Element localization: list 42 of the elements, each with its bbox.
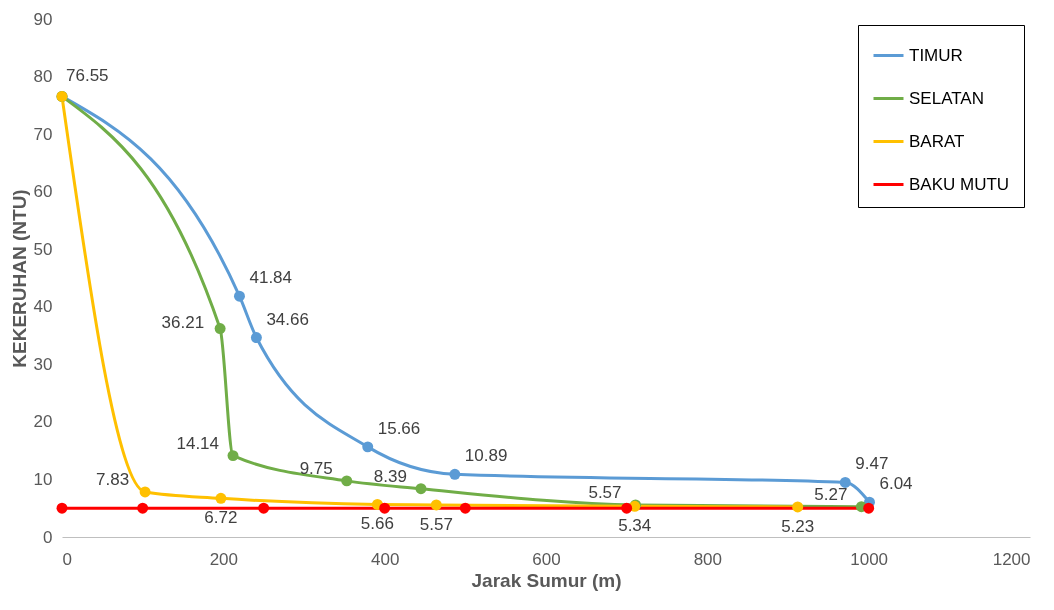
data-label: 9.75 [299, 458, 333, 478]
y-tick-label: 80 [33, 67, 53, 87]
data-label: 14.14 [176, 433, 220, 453]
data-label: 7.83 [95, 469, 130, 489]
legend-label: BARAT [909, 131, 965, 151]
y-tick-label: 40 [33, 297, 53, 317]
x-tick-label: 1000 [850, 549, 889, 569]
x-tick-label: 200 [209, 549, 239, 569]
y-tick-label: 70 [33, 124, 53, 144]
y-tick-label: 10 [33, 469, 53, 489]
data-label: 10.89 [464, 446, 508, 466]
data-label: 5.57 [419, 514, 453, 534]
data-label: 6.04 [879, 474, 913, 494]
x-tick-label: 400 [370, 549, 400, 569]
data-label: 15.66 [377, 418, 421, 438]
x-tick-label: 600 [532, 549, 561, 569]
legend-label: TIMUR [909, 45, 963, 65]
data-label: 9.47 [855, 454, 889, 474]
data-label: 34.66 [266, 309, 309, 329]
data-label: 36.21 [161, 312, 205, 332]
y-tick-label: 90 [33, 9, 53, 29]
y-tick-label: 30 [33, 354, 53, 374]
data-label: 41.84 [249, 268, 293, 288]
y-tick-label: 50 [33, 239, 53, 259]
data-label: 6.72 [204, 508, 238, 528]
data-label: 5.23 [781, 516, 815, 536]
legend-label: SELATAN [909, 88, 984, 108]
data-label: 8.39 [373, 466, 407, 486]
data-label: 5.34 [618, 516, 652, 536]
legend-label: BAKU MUTU [909, 174, 1010, 194]
data-label: 5.27 [814, 484, 848, 504]
data-label: 76.55 [66, 66, 109, 86]
y-tick-label: 20 [33, 412, 53, 432]
data-label: 5.66 [360, 514, 394, 534]
y-tick-label: 60 [33, 182, 53, 202]
y-axis-title: KEKERUHAN (NTU) [8, 189, 30, 368]
y-tick-label: 0 [43, 527, 53, 547]
x-axis-title: Jarak Sumur (m) [471, 569, 622, 591]
data-label: 5.57 [588, 482, 622, 502]
x-tick-label: 0 [62, 549, 72, 569]
x-tick-label: 800 [693, 549, 723, 569]
x-tick-label: 1200 [992, 549, 1031, 569]
